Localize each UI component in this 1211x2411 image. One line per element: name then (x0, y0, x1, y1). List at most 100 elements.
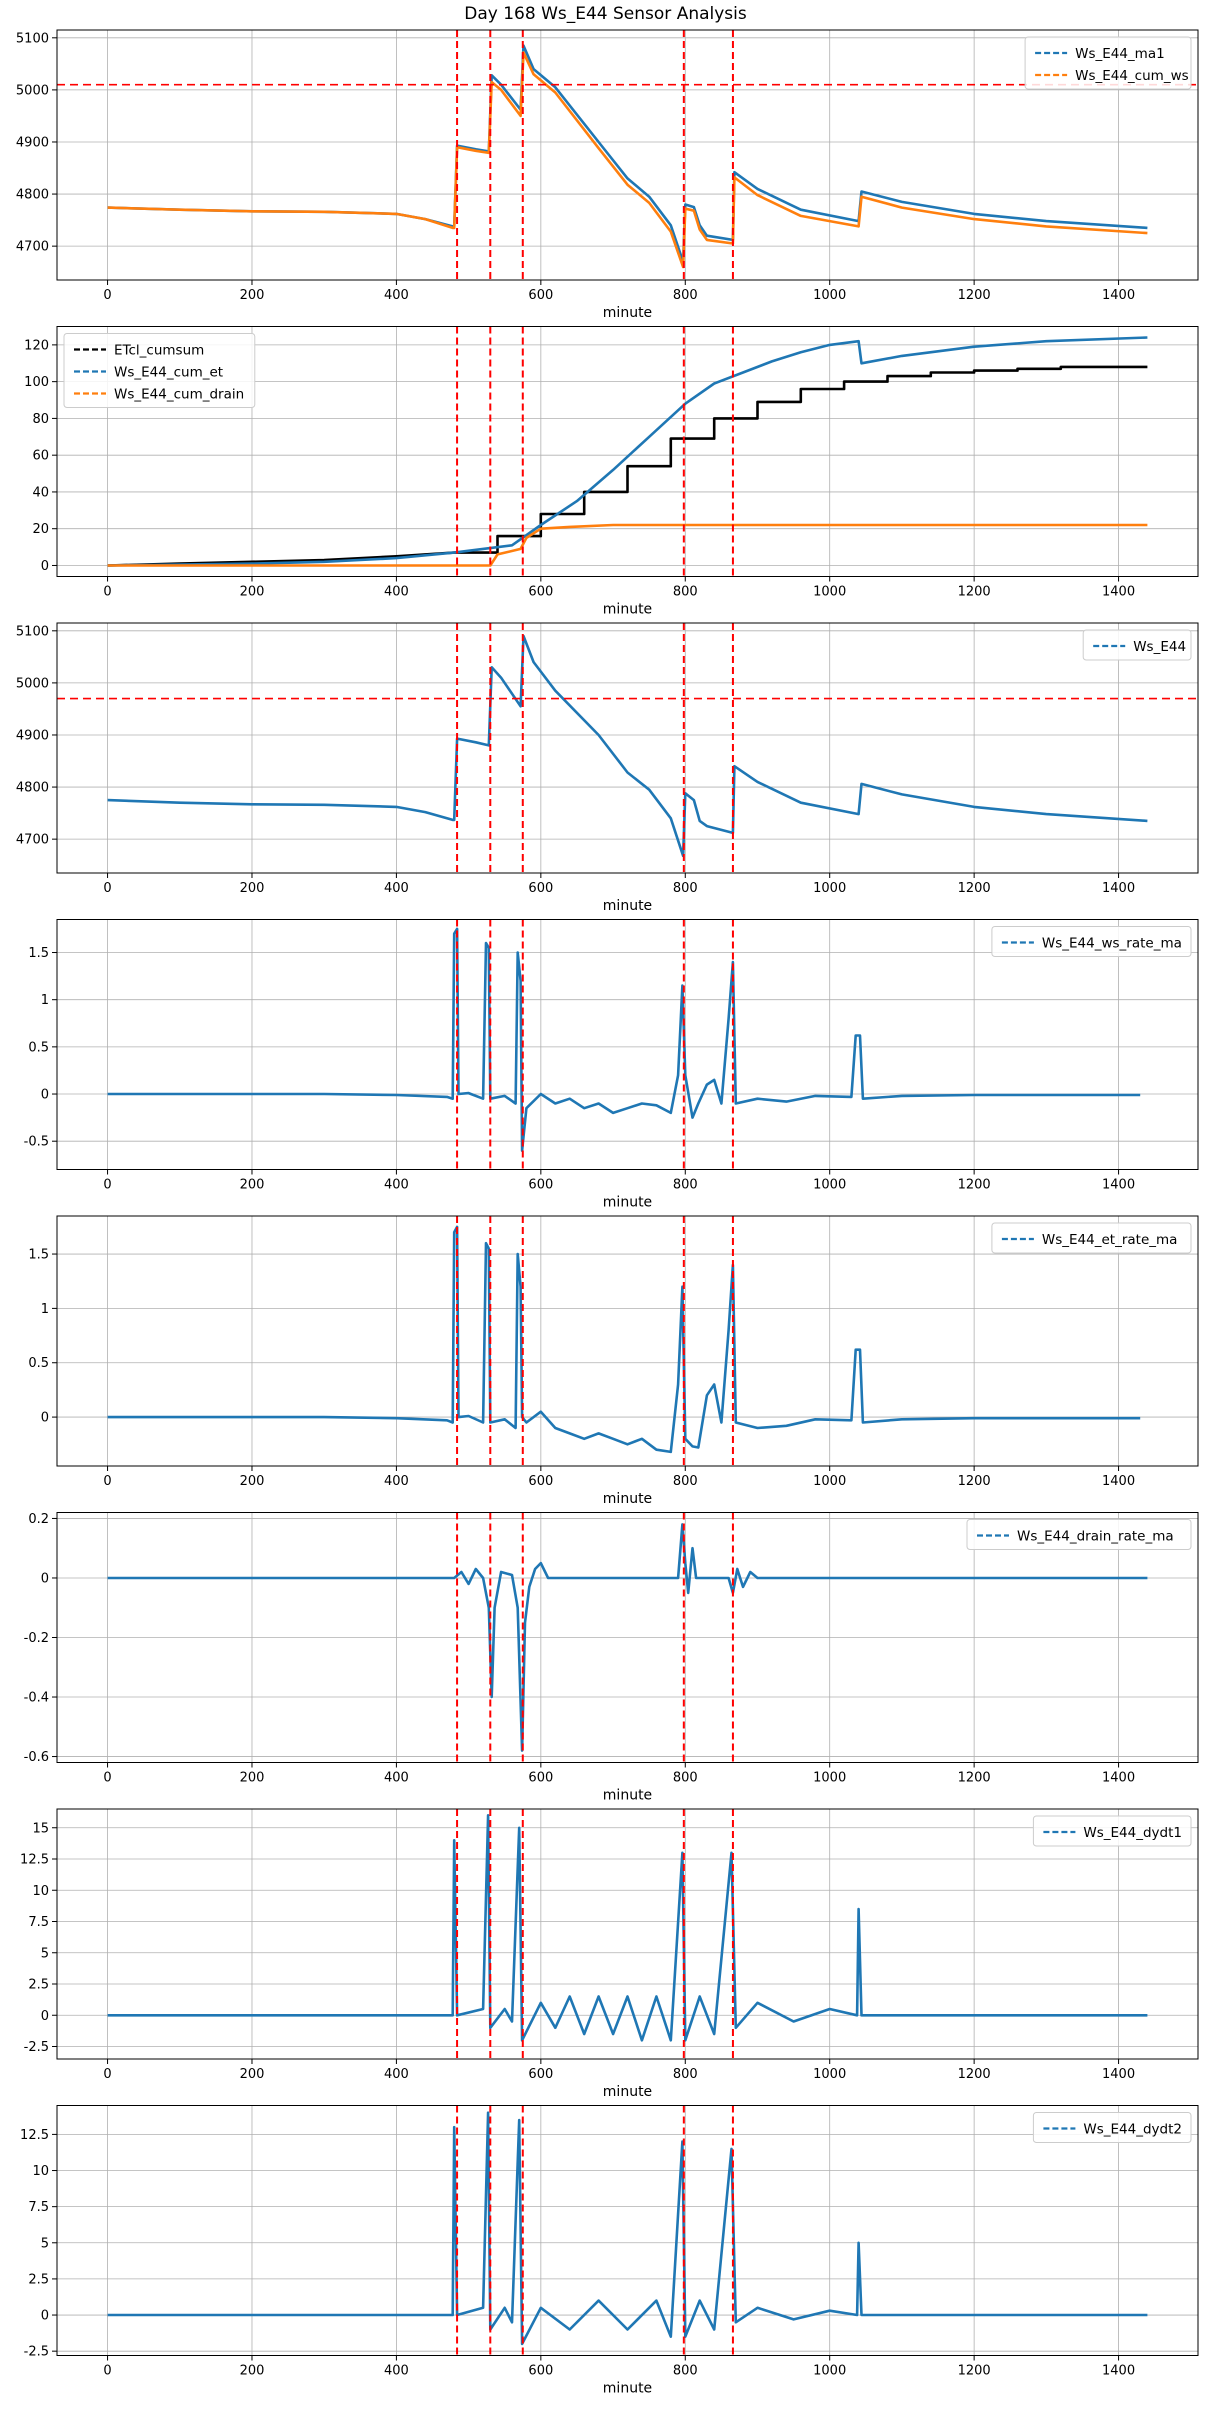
x-tick-label: 0 (103, 1474, 111, 1489)
x-tick-label: 1400 (1102, 1771, 1135, 1786)
y-tick-label: -0.2 (24, 1631, 49, 1646)
y-tick-label: 5000 (16, 83, 49, 98)
x-axis-label: minute (603, 602, 652, 618)
y-tick-label: 40 (32, 485, 49, 500)
x-tick-label: 0 (103, 881, 111, 896)
y-tick-label: 1 (41, 993, 49, 1008)
x-tick-label: 400 (384, 288, 409, 303)
y-tick-label: 7.5 (28, 1915, 49, 1930)
x-tick-label: 800 (673, 881, 698, 896)
axes-frame (56, 29, 1199, 281)
legend-box (966, 1519, 1192, 1550)
y-tick-label: 5 (41, 2236, 49, 2251)
x-tick-label: 0 (103, 2067, 111, 2082)
series-line-ETcl_cumsum (107, 365, 1148, 567)
axes-frame (56, 326, 1199, 577)
y-tick-label: -2.5 (24, 2345, 49, 2360)
series-line-Ws_E44_cum_et (107, 336, 1148, 567)
y-tick-label: 60 (32, 449, 49, 464)
x-tick-label: 1400 (1102, 2067, 1135, 2082)
y-tick-label: 0 (41, 1411, 49, 1426)
x-tick-label: 800 (673, 288, 698, 303)
y-tick-label: 4900 (16, 728, 49, 743)
y-tick-label: 1.5 (28, 1248, 49, 1263)
x-tick-label: 1200 (958, 288, 991, 303)
y-tick-label: 15 (32, 1821, 49, 1836)
y-tick-label: 1 (41, 1302, 49, 1317)
series-line-Ws_E44_dydt1 (107, 1814, 1148, 2042)
x-axis-label: minute (603, 1788, 652, 1804)
legend: Ws_E44_ma1 Ws_E44_cum_ws (1024, 36, 1192, 90)
x-tick-label: 600 (528, 1178, 553, 1193)
x-tick-label: 1200 (958, 1474, 991, 1489)
x-tick-label: 1200 (958, 1771, 991, 1786)
x-tick-label: 400 (384, 1474, 409, 1489)
series-line-Ws_E44_cum_ws (107, 51, 1148, 269)
x-tick-label: 400 (384, 2364, 409, 2379)
y-tick-label: 0.5 (28, 1040, 49, 1055)
legend-box (991, 1222, 1192, 1254)
axes-frame (56, 919, 1199, 1170)
y-tick-label: 0 (41, 1571, 49, 1586)
y-tick-label: 5100 (16, 31, 49, 46)
chart-7: 0 200 400 600 800 1000 1200 1400 -2.5 0 2.5 5 7.5 10 1… (20, 1808, 1199, 2100)
legend-label: Ws_E44_ma1 (1075, 46, 1165, 62)
y-tick-label: 0.5 (28, 1356, 49, 1371)
x-axis-label: minute (603, 1195, 652, 1211)
series-line-Ws_E44_ws_rate_ma (107, 927, 1141, 1152)
x-tick-label: 0 (103, 585, 111, 600)
y-tick-label: 5000 (16, 676, 49, 691)
y-tick-label: 100 (24, 375, 49, 390)
x-tick-label: 600 (528, 2067, 553, 2082)
chart-6: 0 200 400 600 800 1000 1200 1400 -0.6 -0.4 -0.2 0 0.… (24, 1512, 1199, 1804)
x-tick-label: 1200 (958, 585, 991, 600)
x-tick-label: 1400 (1102, 1474, 1135, 1489)
y-tick-label: 4700 (16, 240, 49, 255)
y-tick-label: -2.5 (24, 2040, 49, 2055)
y-tick-label: 0.2 (28, 1512, 49, 1527)
y-tick-label: 4800 (16, 188, 49, 203)
y-tick-label: 4800 (16, 781, 49, 796)
y-tick-label: 5100 (16, 624, 49, 639)
x-tick-label: 1000 (813, 1771, 846, 1786)
x-tick-label: 0 (103, 288, 111, 303)
y-tick-label: 0 (41, 559, 49, 574)
y-tick-label: -0.5 (24, 1135, 49, 1150)
chart-1: 0 200 400 600 800 1000 1200 1400 4700 4800 4900 500… (16, 29, 1199, 321)
x-axis-label: minute (603, 305, 652, 321)
x-tick-label: 600 (528, 585, 553, 600)
x-tick-label: 1000 (813, 881, 846, 896)
x-tick-label: 800 (673, 1178, 698, 1193)
x-tick-label: 800 (673, 2067, 698, 2082)
x-tick-label: 0 (103, 1178, 111, 1193)
chart-4: 0 200 400 600 800 1000 1200 1400 -0.5 0 0.5 1 1.5 min… (24, 919, 1199, 1211)
y-tick-label: 4700 (16, 833, 49, 848)
series-line-Ws_E44_dydt2 (107, 2111, 1148, 2346)
legend-box (1032, 2112, 1192, 2143)
chart-5: 0 200 400 600 800 1000 1200 1400 0 0.5 1 1.5 minute W… (28, 1215, 1199, 1507)
x-tick-label: 800 (673, 2364, 698, 2379)
x-tick-label: 1200 (958, 881, 991, 896)
x-tick-label: 800 (673, 1771, 698, 1786)
y-tick-label: -0.4 (24, 1691, 49, 1706)
y-tick-label: 2.5 (28, 1978, 49, 1993)
x-tick-label: 1400 (1102, 288, 1135, 303)
x-axis-label: minute (603, 2084, 652, 2100)
chart-2: 0 200 400 600 800 1000 1200 1400 0 20 40 60 80 100 120… (24, 326, 1199, 618)
x-tick-label: 200 (240, 1178, 265, 1193)
y-tick-label: 10 (32, 1884, 49, 1899)
y-tick-label: 7.5 (28, 2200, 49, 2215)
x-tick-label: 1200 (958, 2067, 991, 2082)
chart-3: 0 200 400 600 800 1000 1200 1400 4700 4800 4900 500… (16, 622, 1199, 914)
x-tick-label: 600 (528, 288, 553, 303)
y-tick-label: 1.5 (28, 946, 49, 961)
y-tick-label: 20 (32, 522, 49, 537)
x-tick-label: 800 (673, 1474, 698, 1489)
x-tick-label: 1000 (813, 2364, 846, 2379)
y-tick-label: 12.5 (20, 1853, 49, 1868)
legend: Ws_E44 (1082, 629, 1192, 661)
x-tick-label: 600 (528, 881, 553, 896)
y-tick-label: 2.5 (28, 2272, 49, 2287)
x-tick-label: 400 (384, 1771, 409, 1786)
